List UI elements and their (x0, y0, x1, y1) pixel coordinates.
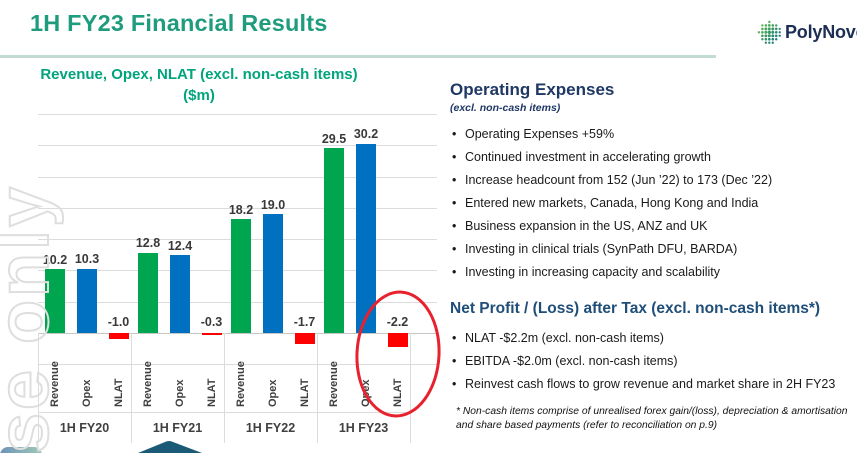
axis-category-label: Opex (360, 379, 372, 407)
axis-group-separator (410, 333, 411, 443)
axis-group-label: 1H FY23 (338, 421, 389, 435)
chart-title: Revenue, Opex, NLAT (excl. non-cash item… (0, 64, 398, 106)
opex-heading: Operating Expenses (450, 80, 615, 99)
bar-opex-1h-fy22 (263, 214, 283, 333)
bullet-item: Investing in increasing capacity and sca… (450, 265, 852, 281)
bullet-item: Entered new markets, Canada, Hong Kong a… (450, 196, 852, 212)
bar-value-label: -1.0 (107, 315, 130, 329)
axis-category-label: Revenue (49, 361, 61, 407)
bar-value-label: 19.0 (260, 197, 286, 212)
axis-group-separator (38, 333, 39, 443)
bar-value-label: -1.7 (293, 315, 316, 329)
commentary-panel: Operating Expenses (excl. non-cash items… (450, 80, 852, 433)
polynovo-logo: PolyNovo (757, 20, 857, 45)
chart-gridline (38, 145, 437, 147)
bar-nlat-1h-fy22 (294, 333, 315, 344)
bar-revenue-1h-fy23 (324, 148, 344, 333)
bar-value-label: 12.4 (167, 238, 193, 253)
bullet-item: Reinvest cash flows to grow revenue and … (450, 377, 852, 393)
axis-category-label: Revenue (235, 361, 247, 407)
bar-value-label: 29.5 (321, 131, 347, 146)
chart-gridline (38, 176, 437, 178)
axis-group-label: 1H FY22 (245, 421, 296, 435)
bar-opex-1h-fy23 (356, 143, 376, 333)
axis-group-separator (317, 333, 318, 443)
bar-value-label: 12.8 (135, 236, 161, 251)
axis-group-label: 1H FY20 (59, 421, 110, 435)
axis-group-separator (224, 333, 225, 443)
bullet-item: Increase headcount from 152 (Jun ’22) to… (450, 173, 852, 189)
chart-gridline (38, 113, 437, 115)
page-title: 1H FY23 Financial Results (30, 10, 328, 36)
bar-value-label: 10.2 (42, 252, 68, 267)
bar-revenue-1h-fy22 (231, 219, 251, 333)
bar-opex-1h-fy21 (170, 255, 190, 333)
chart-zero-axis (38, 333, 437, 334)
title-underline (0, 55, 716, 58)
chart-gridline (38, 207, 437, 209)
opex-subheading: (excl. non-cash items) (450, 102, 561, 114)
opex-bullet-list: Operating Expenses +59% Continued investm… (450, 127, 852, 281)
bar-nlat-1h-fy20 (108, 333, 129, 340)
bar-value-label: -0.3 (200, 315, 223, 329)
bullet-item: Continued investment in accelerating gro… (450, 150, 852, 166)
axis-category-label: Revenue (142, 361, 154, 407)
footnote: * Non-cash items comprise of unrealised … (456, 406, 848, 431)
bullet-item: NLAT -$2.2m (excl. non-cash items) (450, 331, 852, 347)
axis-group-separator (131, 333, 132, 443)
axis-category-label: NLAT (112, 378, 125, 407)
bar-value-label: 30.2 (353, 127, 379, 142)
axis-category-label: Revenue (328, 361, 340, 407)
polynovo-logo-text: PolyNovo (785, 22, 857, 42)
axis-category-label: Opex (81, 379, 93, 407)
axis-category-label: NLAT (391, 378, 404, 407)
bar-value-label: 18.2 (228, 202, 254, 217)
bottom-left-decoration (0, 447, 42, 453)
chart-title-line2: ($m) (183, 87, 215, 104)
bar-value-label: 10.3 (74, 252, 100, 267)
axis-category-label: Opex (174, 379, 186, 407)
bullet-item: EBITDA -$2.0m (excl. non-cash items) (450, 354, 852, 370)
bottom-triangle-decoration (138, 441, 202, 453)
axis-category-label: NLAT (205, 378, 218, 407)
nlat-bullet-list: NLAT -$2.2m (excl. non-cash items) EBITDA… (450, 331, 852, 393)
bar-revenue-1h-fy21 (138, 252, 158, 333)
bar-opex-1h-fy20 (77, 268, 97, 333)
bar-value-label: -2.2 (386, 315, 409, 329)
chart-title-line1: Revenue, Opex, NLAT (excl. non-cash item… (40, 66, 358, 83)
polynovo-globe-icon (757, 20, 781, 44)
nlat-heading: Net Profit / (Loss) after Tax (excl. non… (450, 299, 821, 317)
chart-gridline (38, 364, 437, 366)
bullet-item: Investing in clinical trials (SynPath DF… (450, 242, 852, 258)
axis-category-label: NLAT (298, 378, 311, 407)
bullet-item: Operating Expenses +59% (450, 127, 852, 143)
axis-group-label: 1H FY21 (152, 421, 203, 435)
bar-revenue-1h-fy20 (45, 269, 65, 333)
bar-nlat-1h-fy21 (201, 333, 222, 335)
axis-category-label: Opex (267, 379, 279, 407)
bullet-item: Business expansion in the US, ANZ and UK (450, 219, 852, 235)
